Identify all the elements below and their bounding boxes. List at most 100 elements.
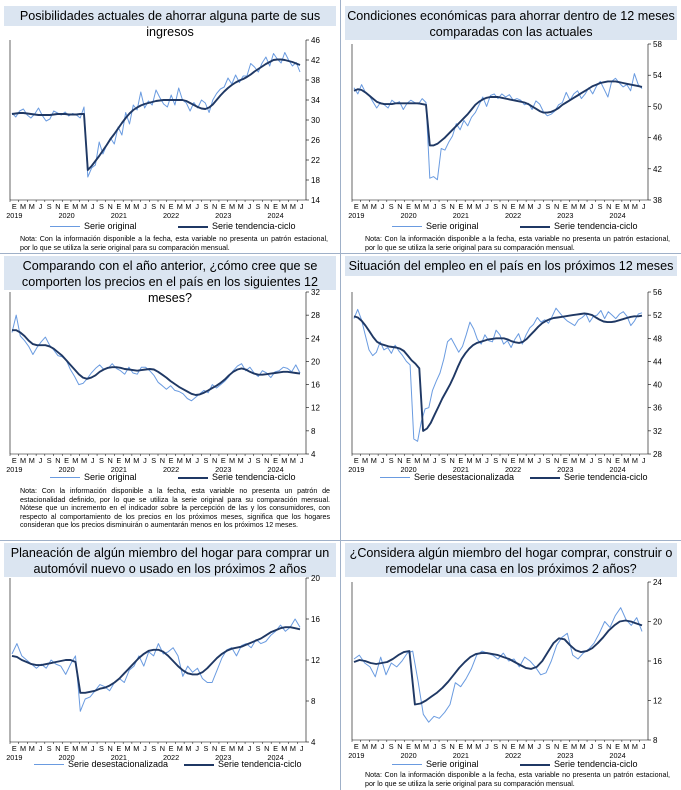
x-tick-label: J [39, 456, 43, 465]
x-tick-label: N [606, 456, 611, 465]
x-tick-label: J [143, 744, 147, 753]
x-tick-label: M [177, 202, 183, 211]
x-tick-label: J [537, 456, 541, 465]
x-tick-label: S [493, 742, 498, 751]
x-tick-label: M [29, 744, 35, 753]
x-tick-label: J [195, 456, 199, 465]
x-tick-label: N [502, 456, 507, 465]
x-tick-label: N [212, 744, 217, 753]
x-tick-label: M [185, 202, 191, 211]
y-tick-label: 16 [311, 381, 320, 390]
y-tick-label: 58 [653, 40, 662, 49]
x-tick-label: J [195, 744, 199, 753]
panel-4-title: Situación del empleo en el país en los p… [345, 256, 677, 276]
y-tick-label: 18 [311, 176, 320, 185]
x-tick-label: M [632, 202, 638, 211]
x-tick-label: M [580, 202, 586, 211]
x-tick-label: M [290, 744, 296, 753]
x-year-label: 2024 [609, 211, 625, 220]
row-divider-1 [0, 253, 681, 254]
x-tick-label: M [72, 744, 78, 753]
y-tick-label: 32 [311, 288, 320, 297]
x-tick-label: J [433, 202, 437, 211]
x-tick-label: S [441, 456, 446, 465]
x-tick-label: M [177, 456, 183, 465]
x-tick-label: M [371, 456, 377, 465]
x-year-label: 2022 [505, 751, 521, 760]
legend-label-trend: Serie tendencia-ciclo [554, 759, 638, 769]
panel-5-title-text: Planeación de algún miembro del hogar pa… [10, 546, 330, 576]
panel-5-title: Planeación de algún miembro del hogar pa… [4, 543, 336, 577]
x-tick-label: M [527, 456, 533, 465]
x-tick-label: N [160, 744, 165, 753]
y-tick-label: 28 [311, 311, 320, 320]
series-line-trend [11, 626, 301, 694]
x-tick-label: M [371, 742, 377, 751]
x-tick-label: J [248, 456, 252, 465]
legend-label-trend: Serie tendencia-ciclo [564, 472, 648, 482]
x-tick-label: S [389, 456, 394, 465]
x-tick-label: S [493, 202, 498, 211]
x-tick-label: N [212, 202, 217, 211]
y-tick-label: 48 [653, 334, 662, 343]
x-tick-label: J [537, 742, 541, 751]
x-tick-label: E [406, 456, 411, 465]
panel-3-title-text: Comparando con el año anterior, ¿cómo cr… [21, 259, 319, 305]
x-tick-label: E [64, 744, 69, 753]
x-tick-label: E [406, 202, 411, 211]
panel-3-note: Nota: Con la información disponible a la… [20, 487, 330, 530]
x-tick-label: E [273, 456, 278, 465]
y-tick-label: 8 [311, 427, 316, 436]
y-tick-label: 38 [311, 76, 320, 85]
x-tick-label: N [554, 742, 559, 751]
x-tick-label: S [389, 742, 394, 751]
x-tick-label: M [281, 456, 287, 465]
x-tick-label: M [81, 202, 87, 211]
x-tick-label: N [502, 202, 507, 211]
x-tick-label: M [72, 456, 78, 465]
x-tick-label: E [563, 456, 568, 465]
y-tick-label: 42 [311, 56, 320, 65]
series-line-trend [353, 619, 643, 706]
x-tick-label: J [642, 202, 646, 211]
x-tick-label: J [39, 744, 43, 753]
x-tick-label: S [545, 742, 550, 751]
x-tick-label: J [300, 202, 304, 211]
panel-2-title: Condiciones económicas para ahorrar dent… [345, 6, 677, 40]
x-tick-label: M [229, 456, 235, 465]
legend-item-trend: Serie tendencia-ciclo [178, 221, 296, 231]
x-tick-label: S [203, 456, 208, 465]
x-year-label: 2022 [163, 211, 179, 220]
x-tick-label: J [485, 742, 489, 751]
x-tick-label: M [571, 202, 577, 211]
x-tick-label: M [20, 202, 26, 211]
x-year-label: 2019 [348, 465, 364, 474]
x-tick-label: N [107, 202, 112, 211]
x-tick-label: M [527, 742, 533, 751]
x-year-label: 2023 [215, 753, 231, 762]
x-tick-label: E [458, 742, 463, 751]
x-year-label: 2019 [348, 211, 364, 220]
y-tick-label: 56 [653, 288, 662, 297]
x-tick-label: N [160, 456, 165, 465]
x-tick-label: E [221, 744, 226, 753]
panel-2-legend: Serie original Serie tendencia-ciclo [392, 221, 677, 233]
x-tick-label: J [300, 456, 304, 465]
x-tick-label: S [151, 202, 156, 211]
legend-item-trend: Serie tendencia-ciclo [178, 472, 296, 482]
x-year-label: 2022 [505, 465, 521, 474]
x-tick-label: S [203, 744, 208, 753]
x-tick-label: S [47, 202, 52, 211]
x-year-label: 2022 [163, 753, 179, 762]
x-tick-label: M [29, 202, 35, 211]
x-year-label: 2021 [453, 465, 469, 474]
x-tick-label: M [229, 202, 235, 211]
y-tick-label: 46 [653, 134, 662, 143]
x-tick-label: M [238, 744, 244, 753]
y-tick-label: 42 [653, 165, 662, 174]
x-tick-label: E [615, 202, 620, 211]
